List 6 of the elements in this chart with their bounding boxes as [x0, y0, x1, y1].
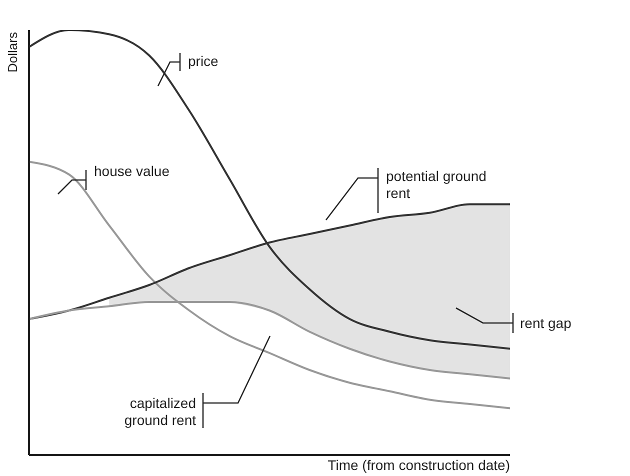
- series-label: price: [188, 53, 219, 69]
- text: rent gap: [520, 315, 572, 331]
- series-label: potential ground rent: [386, 168, 486, 201]
- series-label: house value: [94, 163, 170, 179]
- text: capitalized ground rent: [124, 395, 196, 428]
- x-axis-title: Time (from construction date): [328, 457, 510, 473]
